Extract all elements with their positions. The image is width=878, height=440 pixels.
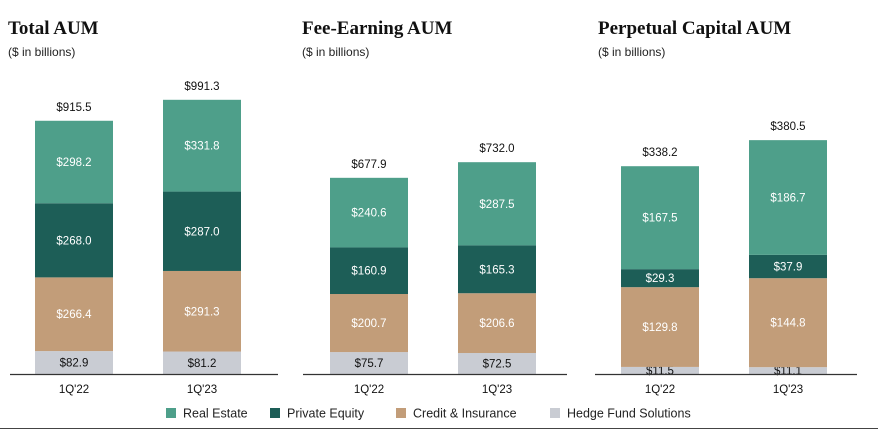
chart-3-xlabel-2: 1Q'23 — [773, 384, 803, 396]
legend-label-credit-insurance: Credit & Insurance — [413, 407, 517, 421]
legend-swatch-credit-insurance — [396, 408, 406, 418]
chart-1-bar-2-credit-insurance — [163, 270, 241, 352]
chart-3-subtitle: ($ in billions) — [598, 45, 665, 59]
chart-3-label-2-private-equity: $37.9 — [774, 262, 803, 274]
chart-3-total-2: $380.5 — [770, 121, 805, 133]
chart-2-bar-1-credit-insurance — [330, 294, 408, 353]
legend-swatch-real-estate — [166, 408, 176, 418]
chart-2-label-2-hedge-fund-solutions: $72.5 — [483, 359, 512, 371]
chart-2-total-1: $677.9 — [351, 159, 386, 171]
chart-1-label-1-real-estate: $298.2 — [56, 157, 91, 169]
chart-2-bar-1-real-estate — [330, 177, 408, 248]
chart-2-bar-2-credit-insurance — [458, 293, 536, 354]
chart-3-bar-1-hedge-fund-solutions — [621, 366, 699, 374]
chart-2-total-2: $732.0 — [479, 143, 514, 155]
chart-3-label-1-credit-insurance: $129.8 — [642, 322, 677, 334]
chart-2-bar-2-private-equity — [458, 245, 536, 294]
chart-1-bar-1-real-estate — [35, 120, 113, 204]
chart-3-label-2-real-estate: $186.7 — [770, 193, 805, 205]
chart-3-total-1: $338.2 — [642, 147, 677, 159]
chart-2-title: Fee-Earning AUM — [302, 18, 452, 39]
chart-1-label-2-hedge-fund-solutions: $81.2 — [188, 358, 217, 370]
chart-2-bar-1-hedge-fund-solutions — [330, 352, 408, 374]
chart-3-label-1-real-estate: $167.5 — [642, 213, 677, 225]
chart-1-total-2: $991.3 — [184, 81, 219, 93]
chart-1-label-2-real-estate: $331.8 — [184, 141, 219, 153]
chart-2-label-2-real-estate: $287.5 — [479, 199, 514, 211]
chart-3-xlabel-1: 1Q'22 — [645, 384, 675, 396]
legend-swatch-hedge-fund-solutions — [550, 408, 560, 418]
legend-swatch-private-equity — [270, 408, 280, 418]
chart-3-bar-2-private-equity — [749, 254, 827, 279]
chart-3-label-1-private-equity: $29.3 — [646, 273, 675, 285]
legend-label-private-equity: Private Equity — [287, 407, 365, 421]
legend-label-real-estate: Real Estate — [183, 407, 248, 421]
chart-1-label-1-hedge-fund-solutions: $82.9 — [60, 358, 89, 370]
chart-1-label-1-private-equity: $268.0 — [56, 235, 91, 247]
chart-1-xlabel-1: 1Q'22 — [59, 384, 89, 396]
chart-2-label-1-credit-insurance: $200.7 — [351, 318, 386, 330]
chart-3-label-2-hedge-fund-solutions: $11.1 — [774, 366, 802, 378]
chart-1-label-2-credit-insurance: $291.3 — [184, 306, 219, 318]
chart-3-bar-2-hedge-fund-solutions — [749, 367, 827, 374]
chart-3-bar-2-real-estate — [749, 140, 827, 255]
chart-2-label-1-real-estate: $240.6 — [351, 208, 386, 220]
chart-2-bar-2-real-estate — [458, 162, 536, 246]
chart-2-xlabel-1: 1Q'22 — [354, 384, 384, 396]
legend-label-hedge-fund-solutions: Hedge Fund Solutions — [567, 407, 691, 421]
chart-1-label-2-private-equity: $287.0 — [184, 226, 219, 238]
chart-2-label-2-private-equity: $165.3 — [479, 264, 514, 276]
chart-1-subtitle: ($ in billions) — [8, 45, 75, 59]
chart-2-label-1-hedge-fund-solutions: $75.7 — [355, 358, 384, 370]
chart-3-bar-1-credit-insurance — [621, 287, 699, 367]
chart-2-bar-2-hedge-fund-solutions — [458, 353, 536, 374]
chart-1-xlabel-2: 1Q'23 — [187, 384, 217, 396]
chart-3-title: Perpetual Capital AUM — [598, 18, 791, 39]
chart-3-label-1-hedge-fund-solutions: $11.5 — [646, 365, 674, 377]
chart-1-total-1: $915.5 — [56, 102, 91, 114]
chart-1-bar-2-hedge-fund-solutions — [163, 351, 241, 374]
chart-3-bar-1-private-equity — [621, 269, 699, 288]
chart-1-bar-1-private-equity — [35, 203, 113, 278]
chart-2-bar-1-private-equity — [330, 247, 408, 295]
chart-1-title: Total AUM — [8, 18, 99, 39]
chart-1-bar-2-real-estate — [163, 99, 241, 192]
chart-1-bar-1-hedge-fund-solutions — [35, 351, 113, 374]
chart-1-bar-1-credit-insurance — [35, 277, 113, 352]
chart-2-label-2-credit-insurance: $206.6 — [479, 318, 514, 330]
chart-1-bar-2-private-equity — [163, 191, 241, 271]
chart-1-label-1-credit-insurance: $266.4 — [56, 309, 92, 321]
chart-2-label-1-private-equity: $160.9 — [351, 266, 386, 278]
chart-3-bar-2-credit-insurance — [749, 278, 827, 368]
chart-2-xlabel-2: 1Q'23 — [482, 384, 512, 396]
chart-2-subtitle: ($ in billions) — [302, 45, 369, 59]
chart-3-label-2-credit-insurance: $144.8 — [770, 318, 805, 330]
chart-3-bar-1-real-estate — [621, 166, 699, 270]
